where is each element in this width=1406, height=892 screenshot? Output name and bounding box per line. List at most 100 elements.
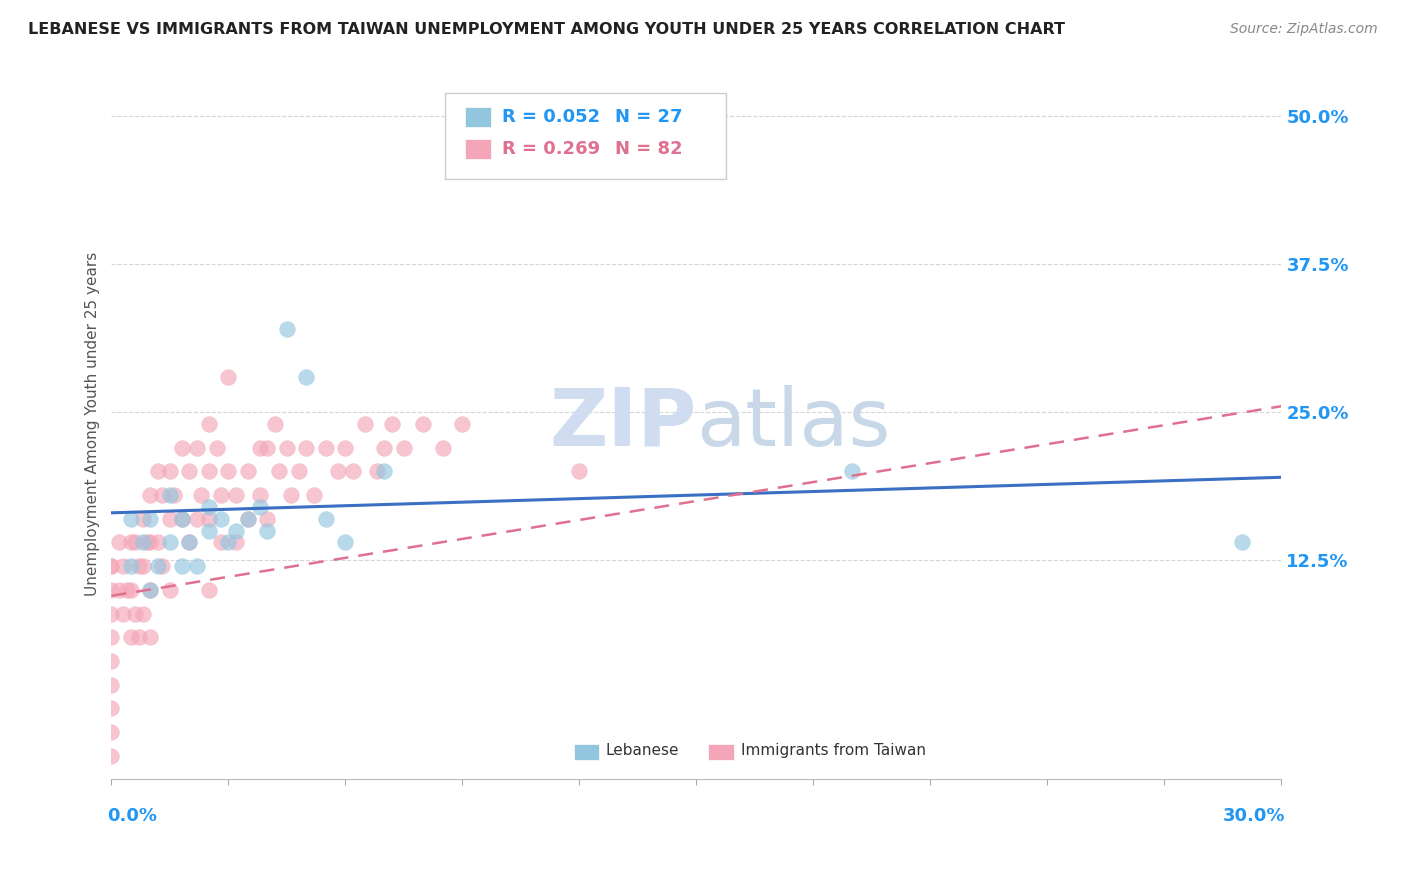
Point (100, 630, 122, 644)
Point (236, 512, 259, 526)
Point (100, 559, 122, 574)
Point (335, 535, 357, 549)
Point (148, 464, 170, 478)
FancyBboxPatch shape (444, 94, 725, 178)
Point (170, 512, 193, 526)
Point (100, 678, 122, 692)
Point (120, 512, 142, 526)
Point (112, 559, 135, 574)
Point (373, 441, 395, 455)
Point (190, 488, 212, 502)
Point (186, 512, 208, 526)
Point (225, 535, 247, 549)
Point (198, 512, 221, 526)
Point (100, 607, 122, 621)
Point (225, 488, 247, 502)
Point (120, 535, 142, 549)
Text: Lebanese: Lebanese (605, 743, 679, 758)
Point (131, 535, 153, 549)
Point (451, 417, 474, 431)
Point (432, 441, 454, 455)
Point (198, 500, 221, 514)
Point (135, 535, 157, 549)
Point (163, 488, 186, 502)
Text: 30.0%: 30.0% (1223, 807, 1285, 825)
Point (276, 441, 298, 455)
Point (170, 559, 193, 574)
Point (249, 488, 271, 502)
Text: R = 0.052: R = 0.052 (502, 108, 600, 126)
Point (209, 512, 232, 526)
Point (131, 559, 153, 574)
Point (100, 748, 122, 763)
Point (100, 701, 122, 715)
Point (217, 369, 239, 384)
Point (139, 582, 162, 597)
Point (139, 488, 162, 502)
Point (1232, 535, 1254, 549)
Point (179, 464, 201, 478)
Point (131, 512, 153, 526)
Point (366, 464, 388, 478)
Point (280, 488, 302, 502)
FancyBboxPatch shape (574, 744, 599, 759)
Point (179, 535, 201, 549)
Text: 0.0%: 0.0% (107, 807, 157, 825)
Point (198, 524, 221, 538)
Point (159, 535, 181, 549)
Point (335, 441, 357, 455)
Point (198, 417, 221, 431)
Point (115, 582, 138, 597)
Point (264, 417, 287, 431)
Point (186, 559, 208, 574)
Point (198, 464, 221, 478)
Point (302, 488, 325, 502)
Text: atlas: atlas (696, 385, 891, 463)
Point (315, 512, 337, 526)
Point (148, 535, 170, 549)
Point (170, 512, 193, 526)
Point (100, 725, 122, 739)
Point (179, 535, 201, 549)
Point (217, 535, 239, 549)
Point (841, 464, 863, 478)
Point (120, 559, 142, 574)
Point (124, 535, 146, 549)
Point (256, 441, 278, 455)
Point (120, 582, 142, 597)
Point (150, 488, 173, 502)
Point (256, 512, 278, 526)
Point (159, 464, 181, 478)
Point (159, 512, 181, 526)
Point (100, 654, 122, 668)
Point (186, 441, 208, 455)
Text: N = 82: N = 82 (614, 140, 682, 158)
Point (209, 535, 232, 549)
Point (392, 441, 415, 455)
Point (205, 441, 228, 455)
Point (159, 488, 181, 502)
Point (412, 417, 434, 431)
Point (139, 512, 162, 526)
Point (236, 464, 259, 478)
FancyBboxPatch shape (465, 107, 491, 127)
Point (256, 524, 278, 538)
Point (295, 441, 318, 455)
Point (139, 630, 162, 644)
Point (150, 559, 173, 574)
Point (139, 535, 162, 549)
FancyBboxPatch shape (709, 744, 734, 759)
Point (100, 582, 122, 597)
Point (373, 464, 395, 478)
Point (342, 464, 364, 478)
Point (354, 417, 377, 431)
Point (209, 488, 232, 502)
Point (381, 417, 404, 431)
Point (568, 464, 591, 478)
Point (287, 464, 309, 478)
Point (128, 559, 150, 574)
Point (198, 582, 221, 597)
Point (124, 607, 146, 621)
Point (108, 535, 131, 549)
FancyBboxPatch shape (465, 139, 491, 159)
